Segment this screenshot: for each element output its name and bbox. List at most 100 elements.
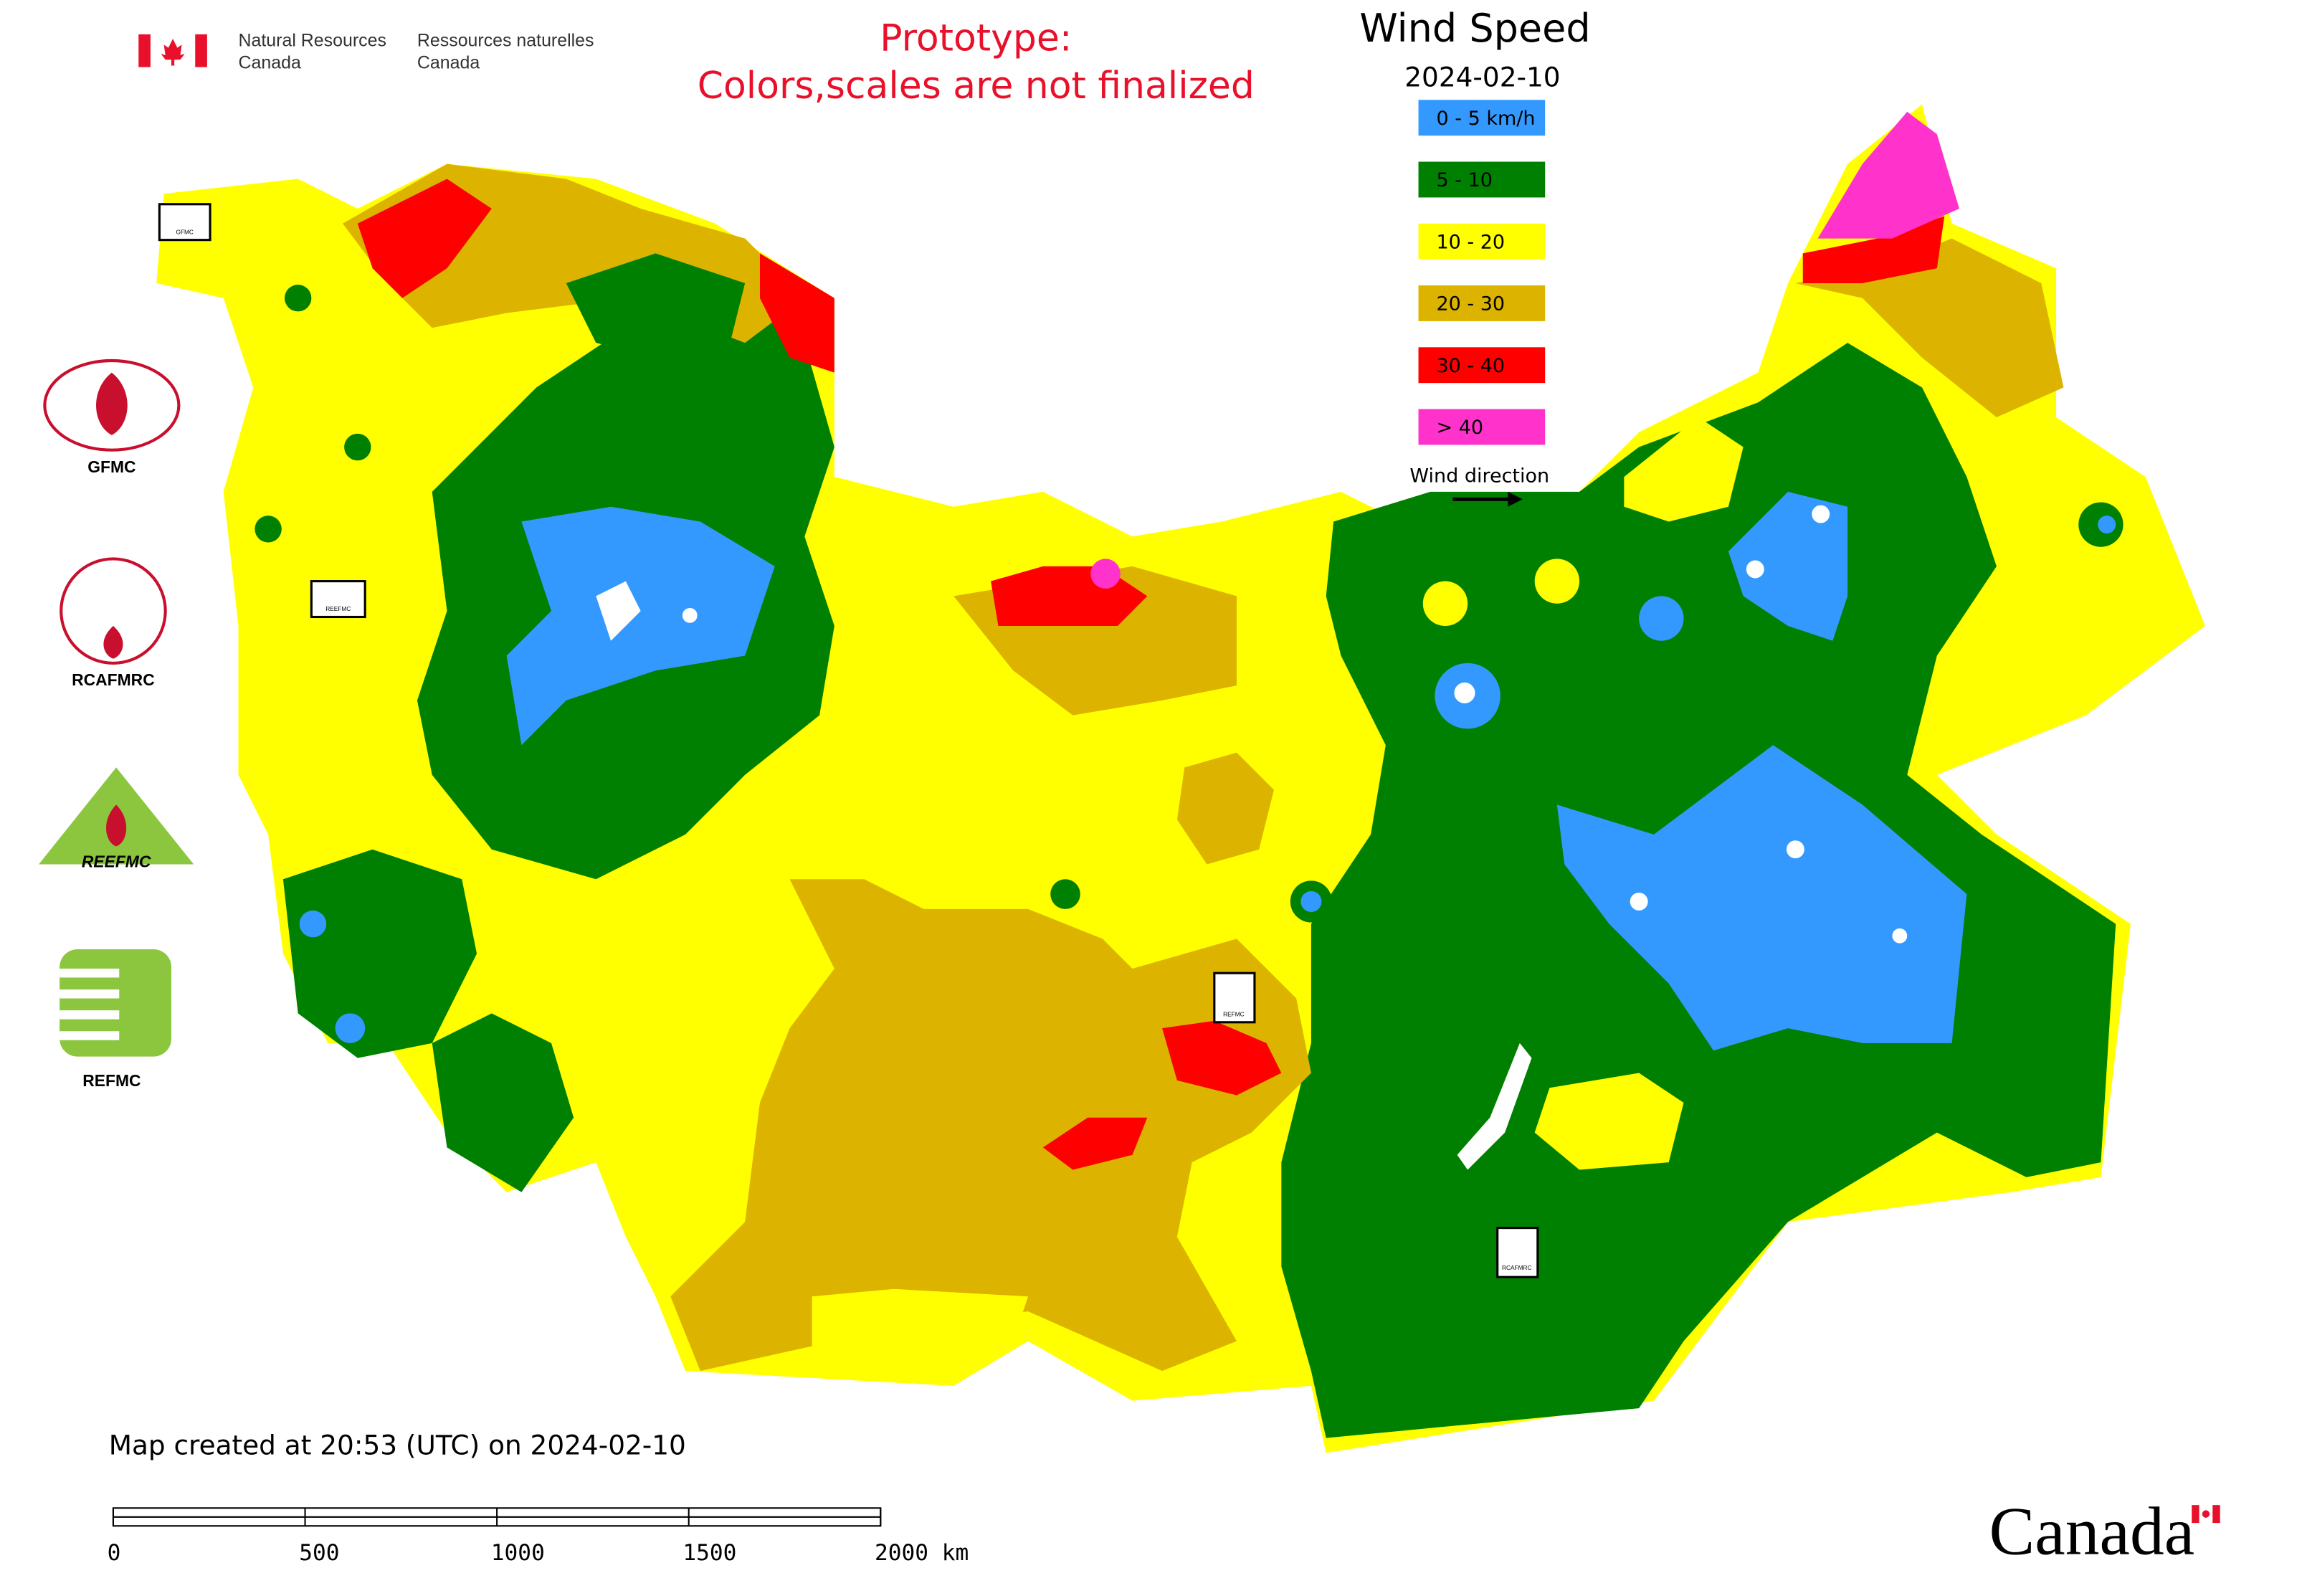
station-icon: [1213, 972, 1256, 1024]
wind-zone: [344, 433, 371, 461]
wind-zone: [282, 849, 477, 1058]
wind-zone: [432, 1013, 574, 1192]
wind-zone: [1090, 559, 1121, 589]
scale-label: 2000 km: [875, 1540, 969, 1566]
header: Natural Resources Canada Ressources natu…: [138, 17, 1255, 108]
refmc-stripe: [60, 968, 120, 978]
wind-zone: [335, 1013, 366, 1043]
wind-zone: [1624, 417, 1744, 522]
wind-zone: [1534, 559, 1580, 604]
arrow-head: [1508, 491, 1523, 507]
wordmark-leaf: [2202, 1510, 2210, 1518]
refmc-logo: [60, 949, 172, 1057]
wind-zone: [1422, 581, 1468, 626]
flag-bar: [195, 34, 207, 67]
lake: [1454, 682, 1475, 704]
dept-fr: Ressources naturelles: [417, 30, 594, 50]
logos: GFMC RCAFMRC REEFMC REFMC: [39, 358, 194, 1090]
canada-wordmark: Canada: [1989, 1493, 2195, 1569]
dept-fr: Canada: [417, 53, 480, 73]
wind-zone: [1534, 1073, 1684, 1170]
reefmc-flame: [106, 804, 127, 847]
wind-zone: [812, 1288, 1029, 1364]
legend-swatch: [1418, 223, 1546, 260]
scale-label: 500: [299, 1540, 339, 1566]
logo-label: RCAFMRC: [72, 670, 155, 689]
dept-en: Canada: [239, 53, 301, 73]
legend: Wind Speed 2024-02-10 Wind direction 0 -…: [1359, 6, 1591, 507]
station-label: GFMC: [176, 228, 193, 235]
logo-label: REFMC: [82, 1071, 141, 1090]
legend-label: 5 - 10: [1436, 169, 1492, 191]
wind-zone: [670, 879, 1311, 1372]
dept-en: Natural Resources: [239, 30, 386, 50]
created-note: Map created at 20:53 (UTC) on 2024-02-10: [109, 1429, 686, 1460]
scale-label: 1000: [491, 1540, 545, 1566]
scale-label: 0: [108, 1540, 121, 1566]
station-label: RCAFMRC: [1502, 1264, 1531, 1271]
legend-label: 0 - 5 km/h: [1436, 108, 1535, 130]
lake: [1630, 892, 1648, 911]
wind-zone: [1300, 890, 1322, 912]
wind-zone: [1728, 491, 1848, 641]
wind-zone: [506, 506, 775, 746]
footer: Map created at 20:53 (UTC) on 2024-02-10…: [108, 1429, 2220, 1569]
wind-zone: [759, 253, 834, 373]
legend-date: 2024-02-10: [1404, 62, 1560, 93]
rcafmrc-flame: [103, 625, 123, 659]
flag-bar: [138, 34, 151, 67]
legend-swatch: [1418, 285, 1546, 321]
scale-bar: 0 500 1000 1500 2000 km: [108, 1507, 969, 1566]
wind-zone: [1176, 752, 1274, 865]
logo-label: GFMC: [87, 457, 135, 476]
lake: [1812, 505, 1830, 523]
station-icon: [1496, 1227, 1539, 1278]
wind-zone: [2098, 516, 2116, 534]
wind-zone: [357, 179, 492, 298]
legend-title: Wind Speed: [1359, 6, 1590, 51]
lake: [596, 581, 641, 641]
gfmc-flame: [96, 372, 128, 435]
wind-zone: [1162, 1020, 1282, 1096]
notice: Colors,scales are not finalized: [698, 65, 1255, 108]
lake: [682, 608, 698, 623]
refmc-stripe: [60, 1010, 120, 1020]
wordmark-flag: [2192, 1505, 2199, 1524]
wind-zone: [1050, 879, 1080, 909]
map: [156, 104, 2205, 1453]
rcafmrc-logo: [60, 557, 167, 665]
legend-swatch: [1418, 161, 1546, 198]
wind-zone: [1802, 216, 1945, 283]
station-icon: [158, 203, 211, 242]
legend-label: 10 - 20: [1436, 231, 1505, 253]
lake: [1892, 928, 1908, 944]
maple-leaf: [161, 39, 185, 66]
station-label: REFMC: [1223, 1010, 1245, 1017]
legend-swatch: [1418, 347, 1546, 384]
lake: [1786, 840, 1804, 859]
station-icons: GFMC REEFMC REFMC RCAFMRC: [158, 203, 1539, 1278]
wind-zone: [1042, 1117, 1148, 1170]
wind-zone: [299, 910, 327, 938]
wind-zone: [1817, 111, 1959, 239]
wind-zone: [284, 285, 312, 312]
refmc-stripe: [60, 989, 120, 999]
wind-zone: [566, 253, 746, 358]
refmc-stripe: [60, 1031, 120, 1040]
notice: Prototype:: [880, 17, 1072, 60]
legend-swatch: [1418, 409, 1546, 445]
wind-zone: [255, 516, 282, 543]
legend-swatch: [1418, 100, 1546, 136]
legend-label: > 40: [1436, 417, 1483, 439]
scale-label: 1500: [682, 1540, 736, 1566]
lake: [1746, 560, 1764, 579]
logo-label: REEFMC: [82, 852, 151, 871]
wind-zone: [1639, 596, 1684, 641]
legend-label: 20 - 30: [1436, 293, 1505, 315]
station-icon: [310, 580, 366, 619]
legend-label: 30 - 40: [1436, 355, 1505, 377]
wordmark-flag: [2212, 1505, 2220, 1524]
arrow-label: Wind direction: [1409, 465, 1549, 488]
